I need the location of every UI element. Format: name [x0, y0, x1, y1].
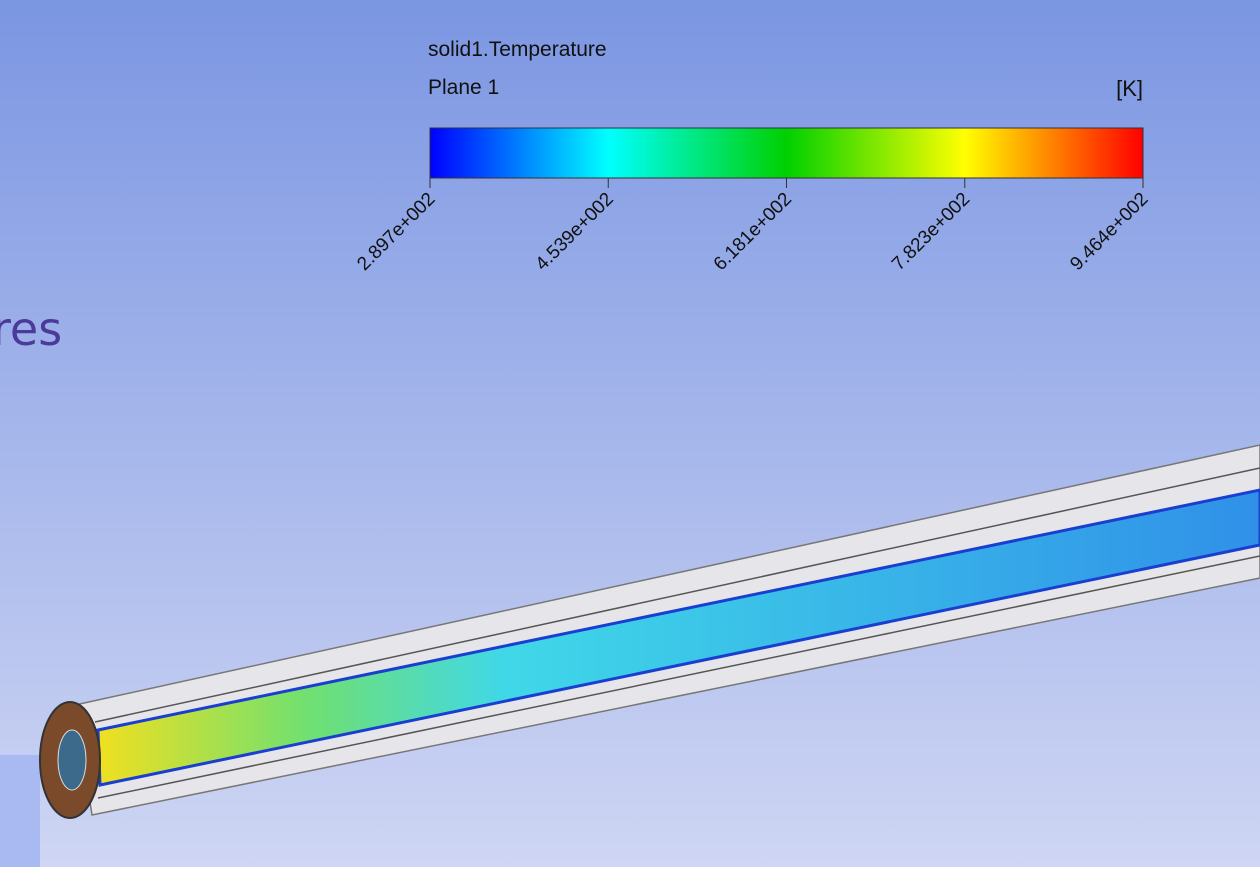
page: res solid1.Temperature Plane 1 [K] 2.897…: [0, 0, 1260, 867]
slide-text: res: [0, 302, 62, 356]
slide-accent: [0, 755, 40, 867]
legend-subtitle: Plane 1: [428, 76, 499, 99]
color-bar: [430, 128, 1143, 178]
legend-unit: [K]: [1116, 76, 1143, 101]
screenshot: res solid1.Temperature Plane 1 [K] 2.897…: [0, 0, 1260, 867]
legend-title: solid1.Temperature: [428, 38, 607, 61]
pipe-end-inner: [58, 730, 86, 790]
